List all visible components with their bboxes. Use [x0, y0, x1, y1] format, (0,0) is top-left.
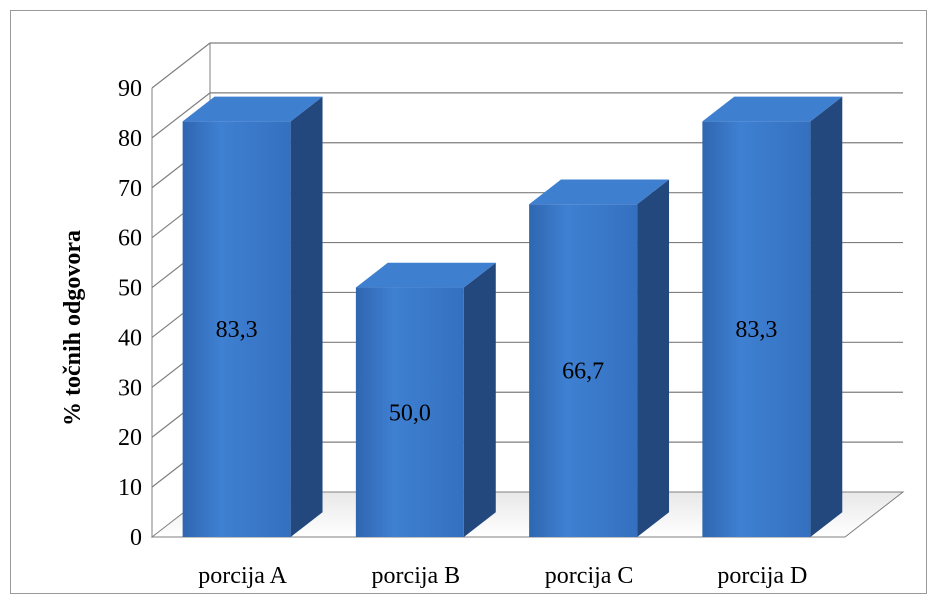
data-label: 66,7 — [562, 359, 604, 385]
bars: 83,3 50,0 66,7 83,3 — [182, 96, 843, 538]
y-tick-label: 10 — [118, 475, 142, 501]
bar-front — [182, 121, 291, 538]
y-axis-ticks: 0 10 20 30 40 50 60 70 80 90 — [118, 76, 142, 551]
gridline — [151, 42, 903, 89]
bar-top — [355, 262, 496, 288]
bar-side — [637, 179, 670, 538]
bar-side — [463, 262, 496, 537]
bar-top — [702, 96, 843, 122]
category-label: porcija A — [198, 563, 287, 589]
category-label: porcija D — [717, 563, 807, 589]
y-tick-label: 80 — [118, 126, 142, 152]
bar: 66,7 — [529, 179, 670, 538]
data-label: 83,3 — [735, 317, 777, 343]
bar: 83,3 — [182, 96, 323, 538]
bar-front — [355, 287, 464, 537]
y-tick-label: 50 — [118, 276, 142, 302]
gridline — [151, 92, 903, 139]
bar-side — [810, 96, 843, 538]
bar-front — [529, 204, 638, 538]
y-tick-label: 0 — [130, 525, 142, 551]
y-tick-label: 20 — [118, 425, 142, 451]
data-label: 83,3 — [216, 317, 258, 343]
bar-front — [702, 121, 811, 538]
bar-top — [182, 96, 323, 122]
bar-top — [529, 179, 670, 205]
y-axis-title: % točnih odgovora — [60, 230, 86, 426]
bar: 50,0 — [355, 262, 496, 537]
y-tick-label: 30 — [118, 375, 142, 401]
category-label: porcija B — [372, 563, 461, 589]
y-tick-label: 60 — [118, 226, 142, 252]
bar-side — [290, 96, 323, 538]
data-label: 50,0 — [389, 400, 431, 426]
category-label: porcija C — [545, 563, 634, 589]
bar: 83,3 — [702, 96, 843, 538]
y-tick-label: 90 — [118, 76, 142, 102]
y-tick-label: 40 — [118, 325, 142, 351]
y-tick-label: 70 — [118, 176, 142, 202]
x-axis-category-labels: porcija A porcija B porcija C porcija D — [198, 563, 807, 589]
